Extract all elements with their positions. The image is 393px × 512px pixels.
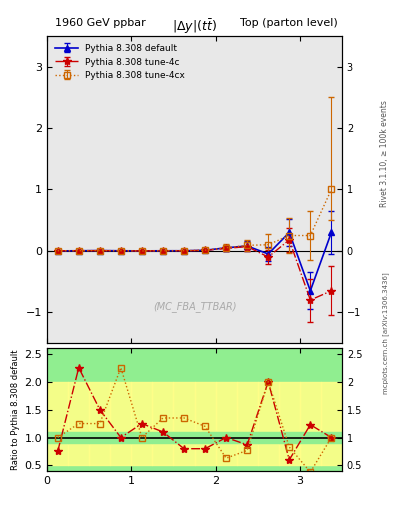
Text: Rivet 3.1.10, ≥ 100k events: Rivet 3.1.10, ≥ 100k events — [380, 100, 389, 207]
Text: Top (parton level): Top (parton level) — [240, 18, 338, 28]
Legend: Pythia 8.308 default, Pythia 8.308 tune-4c, Pythia 8.308 tune-4cx: Pythia 8.308 default, Pythia 8.308 tune-… — [51, 40, 189, 84]
Text: mcplots.cern.ch [arXiv:1306.3436]: mcplots.cern.ch [arXiv:1306.3436] — [382, 272, 389, 394]
Text: (MC_FBA_TTBAR): (MC_FBA_TTBAR) — [153, 301, 236, 312]
Y-axis label: Ratio to Pythia 8.308 default: Ratio to Pythia 8.308 default — [11, 349, 20, 470]
Title: $|\Delta y|(t\bar{t})$: $|\Delta y|(t\bar{t})$ — [172, 17, 217, 36]
Text: 1960 GeV ppbar: 1960 GeV ppbar — [55, 18, 146, 28]
